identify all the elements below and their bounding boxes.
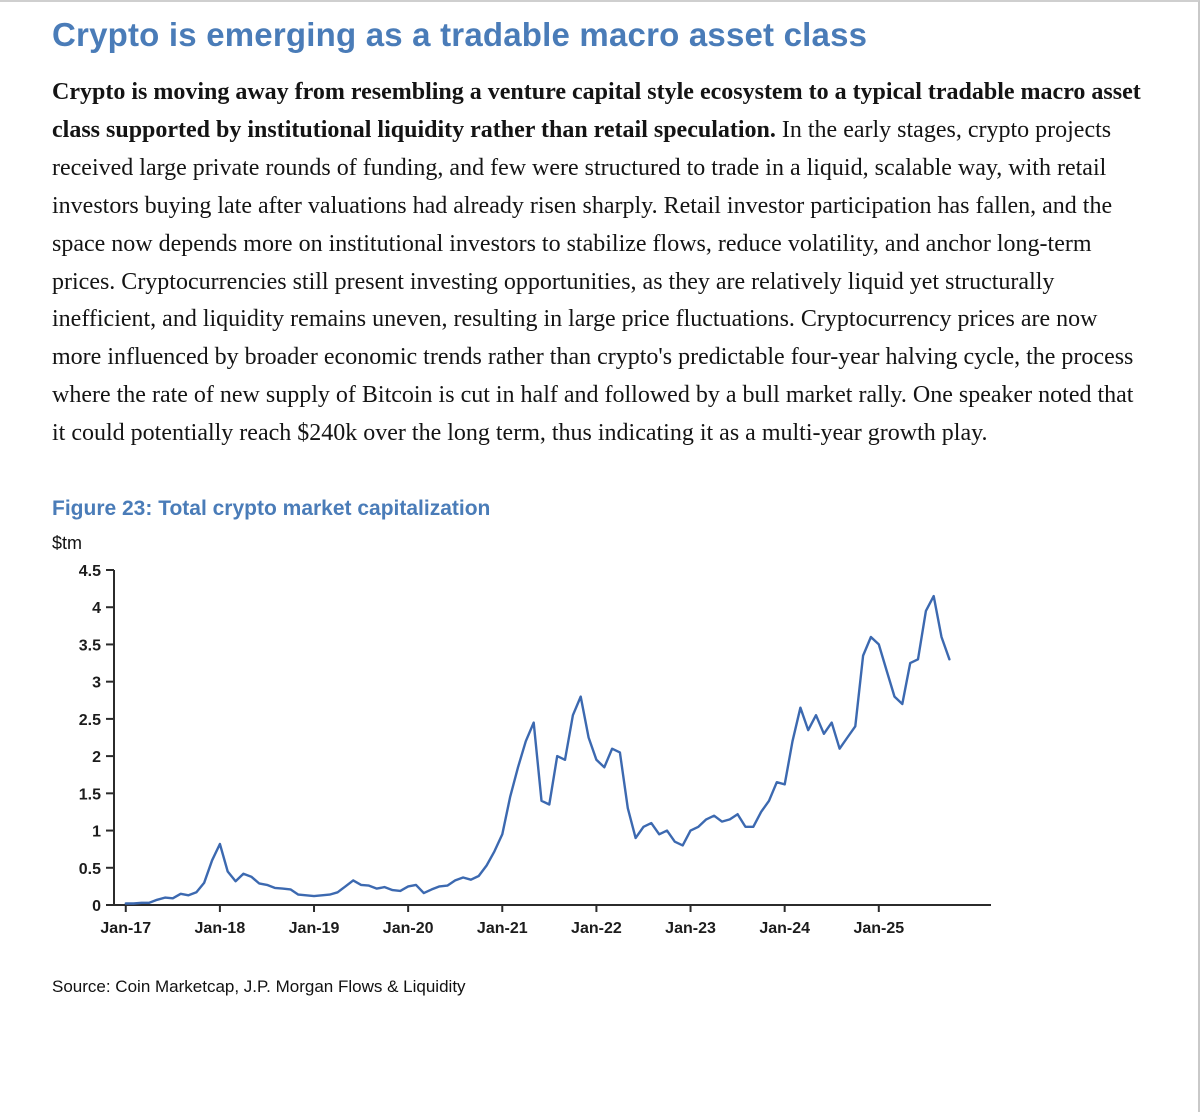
body-paragraph: Crypto is moving away from resembling a … [52, 74, 1152, 453]
svg-text:2: 2 [92, 749, 101, 766]
source-note: Source: Coin Marketcap, J.P. Morgan Flow… [52, 977, 466, 997]
svg-text:Jan-25: Jan-25 [853, 920, 904, 937]
y-axis-unit-label: $tm [52, 533, 83, 554]
svg-text:1.5: 1.5 [79, 786, 101, 803]
svg-text:3: 3 [92, 675, 101, 692]
svg-text:Jan-22: Jan-22 [571, 920, 622, 937]
svg-text:Jan-20: Jan-20 [383, 920, 434, 937]
svg-text:4.5: 4.5 [79, 563, 101, 580]
body-text: In the early stages, crypto projects rec… [52, 116, 1134, 447]
svg-text:Jan-24: Jan-24 [759, 920, 810, 937]
svg-text:Jan-18: Jan-18 [195, 920, 246, 937]
svg-text:Jan-17: Jan-17 [100, 920, 151, 937]
body-lead-sentence: Crypto is moving away from resembling a … [52, 79, 1141, 143]
page-title: Crypto is emerging as a tradable macro a… [52, 16, 868, 53]
figure-23-chart-area: 0 0.5 1 1.5 2 2.5 3 3.5 4 4.5 Jan-17 Jan-18 Jan-19 Ja… [52, 556, 1160, 959]
figure-caption: Figure 23: Total crypto market capitaliz… [52, 497, 491, 521]
market-cap-chart: 0 0.5 1 1.5 2 2.5 3 3.5 4 4.5 Jan-17 Jan-18 Jan-19 Ja… [79, 563, 991, 937]
svg-text:2.5: 2.5 [79, 712, 101, 729]
svg-text:1: 1 [92, 824, 101, 841]
svg-text:Jan-19: Jan-19 [289, 920, 340, 937]
svg-text:0.5: 0.5 [79, 861, 101, 878]
svg-text:Jan-23: Jan-23 [665, 920, 716, 937]
svg-text:Jan-21: Jan-21 [477, 920, 528, 937]
svg-text:3.5: 3.5 [79, 638, 101, 655]
svg-text:4: 4 [92, 600, 101, 617]
svg-text:0: 0 [92, 898, 101, 915]
